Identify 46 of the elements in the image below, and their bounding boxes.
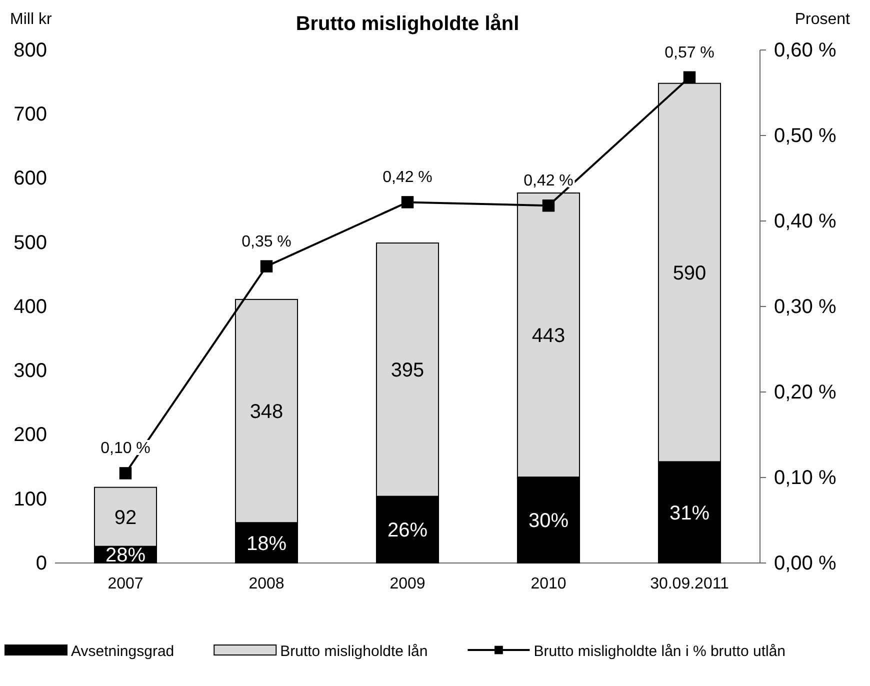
annotation: 26% <box>387 520 428 542</box>
y-axis-title: Mill kr <box>10 11 52 28</box>
x-tick-label: 30.09.2011 <box>650 575 730 592</box>
data-label: 590 <box>672 262 706 285</box>
data-label: 348 <box>250 401 284 424</box>
y-tick-label: 400 <box>14 296 47 318</box>
chart-title: Brutto misligholdte lånl <box>296 13 520 35</box>
y-tick-label: 300 <box>14 360 47 382</box>
x-tick-label: 2007 <box>108 575 144 592</box>
data-label: 443 <box>532 325 566 348</box>
y-tick-label: 100 <box>14 488 47 510</box>
data-label: 0,42 % <box>382 169 432 186</box>
y-tick-label: 200 <box>14 424 47 446</box>
annotation: 30% <box>528 510 569 532</box>
y2-tick-label: 0,10 % <box>774 466 836 489</box>
point <box>542 199 555 212</box>
y2-axis-title: Prosent <box>794 11 851 28</box>
y2-tick-label: 0,00 % <box>774 552 836 574</box>
x-tick-label: 2008 <box>248 575 284 592</box>
point <box>260 260 273 272</box>
data-label: 92 <box>114 506 137 529</box>
annotation: 28% <box>105 544 146 567</box>
y2-tick-label: 0,30 % <box>774 296 836 318</box>
data-label: 395 <box>390 360 424 382</box>
point <box>401 196 414 208</box>
x-tick-label: 2009 <box>390 575 426 592</box>
point <box>119 467 132 480</box>
annotation: 18% <box>246 532 287 555</box>
y-tick-label: 500 <box>14 232 47 254</box>
y2-tick-label: 0,60 % <box>774 39 836 62</box>
y2-tick-label: 0,40 % <box>774 210 836 232</box>
point <box>683 71 696 84</box>
data-label: 0,35 % <box>242 233 292 250</box>
y-tick-label: 600 <box>14 168 47 190</box>
data-label: 0,42 % <box>524 172 574 190</box>
y-tick-label: 0 <box>36 552 47 574</box>
y2-tick-label: 0,20 % <box>774 381 836 404</box>
annotation: 31% <box>669 502 710 524</box>
y-tick-label: 800 <box>14 39 47 62</box>
data-label: 0,57 % <box>664 44 714 62</box>
legend-label: Avsetningsgrad <box>71 643 174 660</box>
y-tick-label: 700 <box>14 104 47 126</box>
y2-tick-label: 0,50 % <box>774 124 836 147</box>
legend-label: Brutto misligholdte lån i % brutto utlån <box>534 643 786 660</box>
x-tick-label: 2010 <box>530 575 566 592</box>
legend-label: Brutto misligholdte lån <box>280 643 428 660</box>
